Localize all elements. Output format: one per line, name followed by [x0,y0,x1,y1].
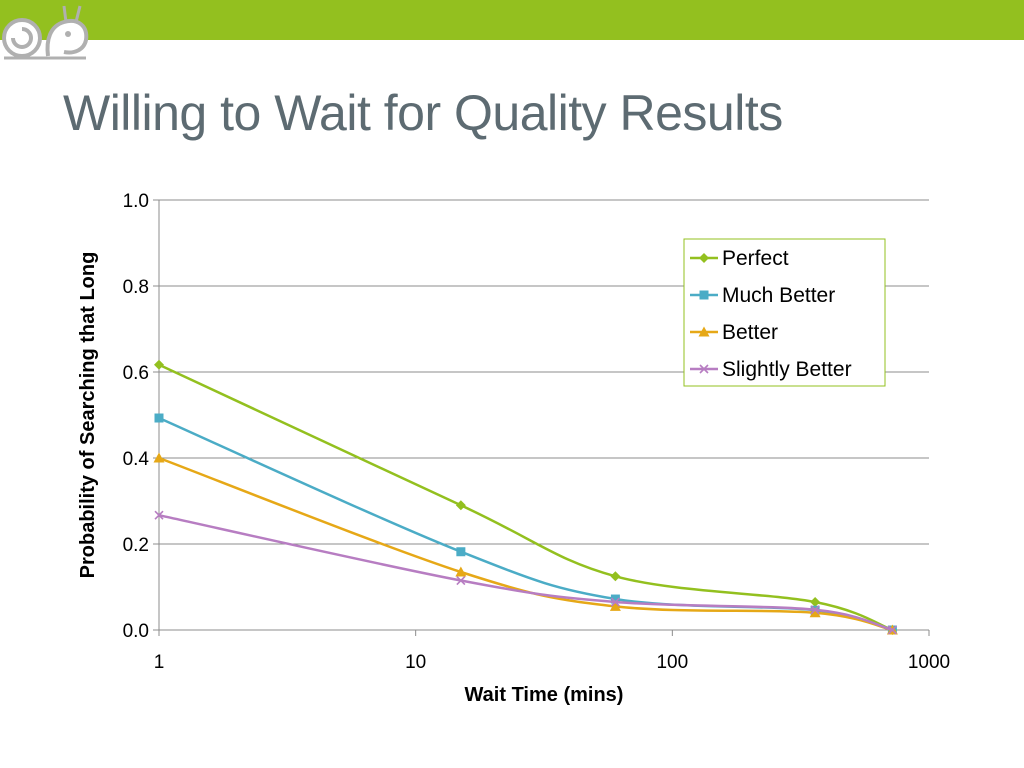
snail-logo-icon [2,5,89,60]
data-point [456,575,466,586]
x-axis-title: Wait Time (mins) [465,684,624,706]
data-point [610,571,621,582]
data-point [154,413,164,423]
x-tick-label: 1 [154,652,165,673]
top-accent-bar [0,0,1024,40]
y-tick-label: 0.6 [123,363,149,384]
data-point [455,566,467,577]
legend-item: Perfect [690,247,789,270]
data-point [887,625,897,635]
y-tick-label: 0.2 [123,535,149,556]
series-much-better [154,413,897,635]
legend-label: Better [722,321,778,344]
data-point [610,594,620,604]
data-point [809,607,821,618]
slide-title: Willing to Wait for Quality Results [63,85,783,141]
legend-marker [699,364,709,374]
legend-marker [699,253,709,263]
legend-item: Much Better [690,284,835,307]
y-tick-label: 1.0 [123,191,149,212]
data-point [455,500,466,511]
data-point [610,597,620,607]
legend: Perfect Much Better Better Slightly Better [683,238,886,387]
data-point [456,547,466,557]
data-point [609,600,621,611]
series-lines [153,359,898,635]
legend-marker [699,290,709,300]
x-tick-label: 1000 [908,652,950,673]
series-perfect [154,359,898,635]
legend-label: Much Better [722,284,835,307]
x-tick-label: 100 [656,652,688,673]
legend-marker [698,326,710,337]
y-tick-label: 0.0 [123,621,149,642]
legend-box [683,238,886,387]
series-slightly-better [154,510,897,635]
data-point [154,510,164,520]
legend-label: Perfect [722,247,789,270]
x-tick-label: 10 [405,652,426,673]
series-line [158,513,893,632]
data-point [810,597,821,608]
data-point [810,605,820,615]
data-point [153,452,165,463]
legend-item: Slightly Better [690,358,852,381]
data-point [154,359,164,370]
legend-label: Slightly Better [722,358,852,381]
legend-item: Better [690,321,778,344]
y-tick-label: 0.8 [123,277,149,298]
y-tick-label: 0.4 [123,449,150,470]
y-axis-title: Probability of Searching that Long [77,252,99,579]
